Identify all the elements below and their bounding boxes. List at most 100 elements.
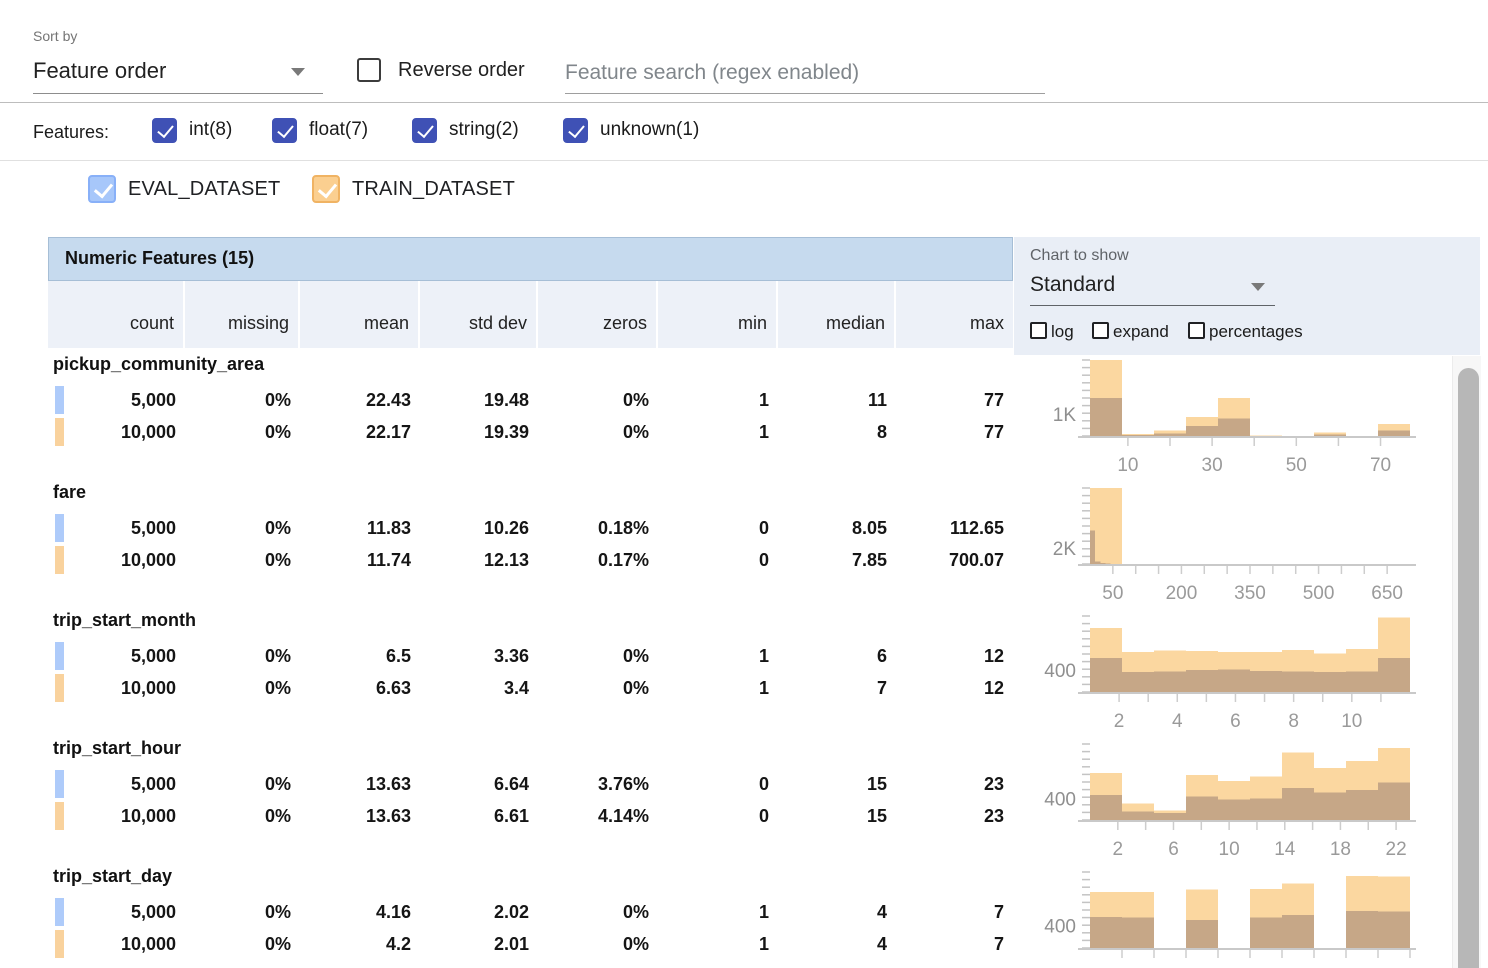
histogram-chart-trip_start_month[interactable]: 400 2 4 6 8 10 bbox=[1014, 608, 1454, 736]
histogram-chart-trip_start_hour[interactable]: 400 2 6 10 14 18 22 bbox=[1014, 736, 1454, 864]
eval-bar-trip_start_day-3 bbox=[1186, 920, 1218, 948]
y-axis-label: 400 bbox=[1044, 661, 1076, 682]
type-filter-unknown-checkbox[interactable] bbox=[563, 118, 588, 143]
stat-cell-std-dev: 3.4 bbox=[503, 678, 529, 698]
stat-cell-median: 8.05 bbox=[851, 518, 887, 538]
stat-cell-mean: 22.17 bbox=[365, 422, 411, 442]
sort-by-value: Feature order bbox=[33, 58, 167, 83]
feature-name: fare bbox=[53, 482, 87, 502]
feature-name: pickup_community_area bbox=[53, 354, 265, 374]
stat-cell-min: 1 bbox=[758, 390, 769, 410]
train-bar-trip_start_day-0 bbox=[1090, 892, 1122, 948]
train-color-chip bbox=[55, 546, 64, 574]
vertical-scrollbar[interactable] bbox=[1452, 356, 1481, 968]
log-option: log bbox=[1030, 322, 1074, 342]
numeric-features-header: Numeric Features (15) bbox=[48, 237, 1013, 281]
x-axis-tick-label: 10 bbox=[1117, 455, 1138, 476]
x-axis-tick-label: 10 bbox=[1219, 839, 1240, 860]
type-filter-int: int(8) bbox=[152, 118, 232, 146]
scrollbar-thumb[interactable] bbox=[1458, 368, 1479, 968]
train-bar-pickup_community_area-3 bbox=[1186, 417, 1218, 436]
stat-cell-count: 5,000 bbox=[130, 646, 176, 666]
eval-bar-trip_start_day-1 bbox=[1122, 917, 1154, 948]
stat-cell-min: 0 bbox=[758, 550, 769, 570]
histogram-chart-pickup_community_area[interactable]: 1K 10 30 50 70 bbox=[1014, 352, 1454, 480]
stat-cell-std-dev: 2.02 bbox=[493, 902, 529, 922]
dataset-eval-label: EVAL_DATASET bbox=[128, 178, 281, 200]
stat-cell-mean: 22.43 bbox=[365, 390, 411, 410]
stat-cell-missing: 0% bbox=[264, 774, 291, 794]
stat-cell-missing: 0% bbox=[264, 934, 291, 954]
x-axis-tick-label: 70 bbox=[1370, 455, 1391, 476]
stat-cell-max: 7 bbox=[993, 934, 1004, 954]
train-bar-trip_start_month-5 bbox=[1250, 652, 1282, 692]
eval-bar-pickup_community_area-9 bbox=[1378, 430, 1410, 436]
x-axis-tick-label: 10 bbox=[1341, 711, 1362, 732]
type-filter-int-checkbox[interactable] bbox=[152, 118, 177, 143]
column-header-min: min bbox=[658, 281, 778, 348]
stat-cell-min: 1 bbox=[758, 902, 769, 922]
type-filter-float-checkbox[interactable] bbox=[272, 118, 297, 143]
feature-name: trip_start_day bbox=[53, 866, 173, 886]
stat-cell-min: 1 bbox=[758, 678, 769, 698]
histogram-chart-fare[interactable]: 2K 50 200 350 500 650 bbox=[1014, 480, 1454, 608]
feature-search bbox=[565, 52, 1045, 94]
stat-cell-max: 77 bbox=[983, 422, 1004, 442]
x-axis-tick-label: 4 bbox=[1172, 711, 1183, 732]
type-filter-unknown: unknown(1) bbox=[563, 118, 699, 146]
stat-cell-count: 5,000 bbox=[130, 774, 176, 794]
x-axis-tick-label: 650 bbox=[1371, 583, 1403, 604]
dataset-eval: EVAL_DATASET bbox=[88, 175, 280, 205]
stat-cell-zeros: 0% bbox=[622, 646, 649, 666]
train-bar-fare-0 bbox=[1090, 488, 1122, 564]
train-bar-pickup_community_area-9 bbox=[1378, 423, 1410, 436]
stat-cell-median: 7.85 bbox=[851, 550, 887, 570]
eval-bar-trip_start_month-9 bbox=[1378, 657, 1410, 692]
stat-cell-std-dev: 19.48 bbox=[483, 390, 529, 410]
stat-cell-count: 10,000 bbox=[120, 678, 176, 698]
stat-cell-min: 0 bbox=[758, 518, 769, 538]
stat-cell-count: 10,000 bbox=[120, 934, 176, 954]
train-bar-trip_start_day-6 bbox=[1282, 883, 1314, 948]
log-checkbox[interactable] bbox=[1030, 322, 1047, 340]
stat-cell-std-dev: 2.01 bbox=[493, 934, 529, 954]
eval-bar-trip_start_month-7 bbox=[1314, 671, 1346, 692]
chevron-down-icon bbox=[1251, 283, 1265, 291]
eval-bar-trip_start_day-5 bbox=[1250, 917, 1282, 948]
stat-cell-std-dev: 6.61 bbox=[493, 806, 529, 826]
percentages-checkbox[interactable] bbox=[1188, 322, 1205, 340]
train-bar-trip_start_day-5 bbox=[1250, 888, 1282, 948]
eval-bar-trip_start_hour-6 bbox=[1282, 788, 1314, 820]
stat-cell-count: 5,000 bbox=[130, 390, 176, 410]
chevron-down-icon bbox=[291, 68, 305, 76]
chart-block-trip_start_hour: 400 2 6 10 14 18 22 bbox=[1014, 736, 1454, 864]
x-axis-tick-label: 2 bbox=[1113, 839, 1124, 860]
stat-row-train: 10,000 0% 22.17 19.39 0% 1 8 77 bbox=[48, 416, 1013, 448]
stat-cell-min: 0 bbox=[758, 806, 769, 826]
stat-cell-min: 0 bbox=[758, 774, 769, 794]
sort-by-select[interactable]: Feature order bbox=[33, 52, 323, 94]
stat-cell-std-dev: 10.26 bbox=[483, 518, 529, 538]
dataset-train-checkbox[interactable] bbox=[312, 175, 340, 203]
type-filter-string-checkbox[interactable] bbox=[412, 118, 437, 143]
train-bar-pickup_community_area-0 bbox=[1090, 360, 1122, 436]
expand-checkbox[interactable] bbox=[1092, 322, 1109, 340]
feature-block-trip_start_hour: trip_start_hour 5,000 0% 13.63 6.64 3.76% 0 15 2… bbox=[48, 736, 1013, 864]
dataset-train-label: TRAIN_DATASET bbox=[352, 178, 515, 200]
train-bar-trip_start_day-9 bbox=[1378, 876, 1410, 948]
eval-bar-trip_start_hour-8 bbox=[1346, 790, 1378, 820]
stat-cell-median: 15 bbox=[866, 806, 887, 826]
x-axis-tick-label: 2 bbox=[1114, 711, 1125, 732]
stat-cell-median: 4 bbox=[876, 902, 887, 922]
stat-cell-min: 1 bbox=[758, 934, 769, 954]
stat-cell-count: 10,000 bbox=[120, 550, 176, 570]
dataset-eval-checkbox[interactable] bbox=[88, 175, 116, 203]
histogram-chart-trip_start_day[interactable]: 400 bbox=[1014, 864, 1454, 968]
feature-search-input[interactable] bbox=[565, 52, 1045, 94]
eval-bar-trip_start_month-2 bbox=[1154, 671, 1186, 692]
train-bar-trip_start_month-0 bbox=[1090, 628, 1122, 692]
chart-to-show-select[interactable]: Standard bbox=[1030, 270, 1275, 306]
reverse-order-checkbox[interactable] bbox=[357, 58, 381, 82]
stat-row-eval: 5,000 0% 4.16 2.02 0% 1 4 7 bbox=[48, 896, 1013, 928]
type-filter-string: string(2) bbox=[412, 118, 519, 146]
